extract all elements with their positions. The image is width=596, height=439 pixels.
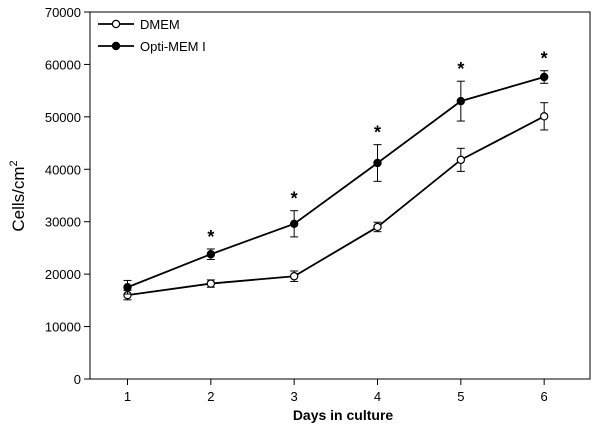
data-point bbox=[289, 272, 299, 281]
data-point bbox=[289, 219, 299, 229]
x-tick-label: 1 bbox=[124, 389, 131, 404]
data-point bbox=[206, 250, 216, 259]
y-tick-label: 50000 bbox=[45, 110, 81, 125]
y-axis-title-superscript: 2 bbox=[8, 160, 20, 166]
significance-star: * bbox=[457, 59, 464, 79]
data-point bbox=[539, 72, 549, 82]
y-tick-label: 60000 bbox=[45, 57, 81, 72]
y-tick-label: 0 bbox=[74, 372, 81, 387]
legend-swatch-marker bbox=[111, 19, 121, 29]
significance-star: * bbox=[541, 49, 548, 69]
series-opti-mem-i bbox=[123, 70, 549, 295]
significance-star: * bbox=[374, 123, 381, 143]
significance-star: * bbox=[291, 189, 298, 209]
legend-label: Opti-MEM I bbox=[140, 39, 206, 54]
legend-swatch-marker bbox=[111, 41, 121, 51]
y-axis-title: Cells/cm2 bbox=[8, 160, 28, 231]
data-point bbox=[373, 222, 382, 232]
series-layer bbox=[123, 70, 549, 301]
data-point bbox=[373, 158, 382, 168]
data-point bbox=[456, 155, 466, 165]
x-tick-label: 6 bbox=[541, 389, 548, 404]
x-axis: 1 2 3 4 5 6 bbox=[124, 379, 548, 404]
x-tick-label: 3 bbox=[291, 389, 298, 404]
y-tick-label: 20000 bbox=[45, 267, 81, 282]
significance-star: * bbox=[207, 227, 214, 247]
series-dmem bbox=[123, 102, 549, 301]
series-line bbox=[127, 76, 545, 289]
y-axis-title-text: Cells/cm bbox=[9, 166, 28, 231]
x-tick-label: 4 bbox=[374, 389, 381, 404]
x-tick-label: 5 bbox=[457, 389, 464, 404]
plot-border bbox=[89, 11, 591, 380]
legend-label: DMEM bbox=[140, 17, 180, 32]
x-tick-label: 2 bbox=[207, 389, 214, 404]
legend-item: DMEM bbox=[98, 17, 180, 32]
plot-area bbox=[89, 11, 591, 380]
data-point bbox=[206, 279, 216, 288]
y-tick-label: 30000 bbox=[45, 215, 81, 230]
y-tick-label: 70000 bbox=[45, 5, 81, 20]
series-line bbox=[127, 115, 545, 297]
y-axis: 0 10000 20000 30000 40000 50000 60000 70000 bbox=[45, 5, 90, 387]
legend: DMEM Opti-MEM I bbox=[98, 17, 206, 54]
data-point bbox=[456, 96, 466, 106]
legend-item: Opti-MEM I bbox=[98, 39, 206, 54]
y-tick-label: 40000 bbox=[45, 162, 81, 177]
data-point bbox=[123, 283, 132, 292]
significance-markers: * * * * * bbox=[207, 49, 547, 247]
data-point bbox=[539, 112, 549, 121]
x-axis-title: Days in culture bbox=[293, 407, 394, 423]
y-tick-label: 10000 bbox=[45, 320, 81, 335]
